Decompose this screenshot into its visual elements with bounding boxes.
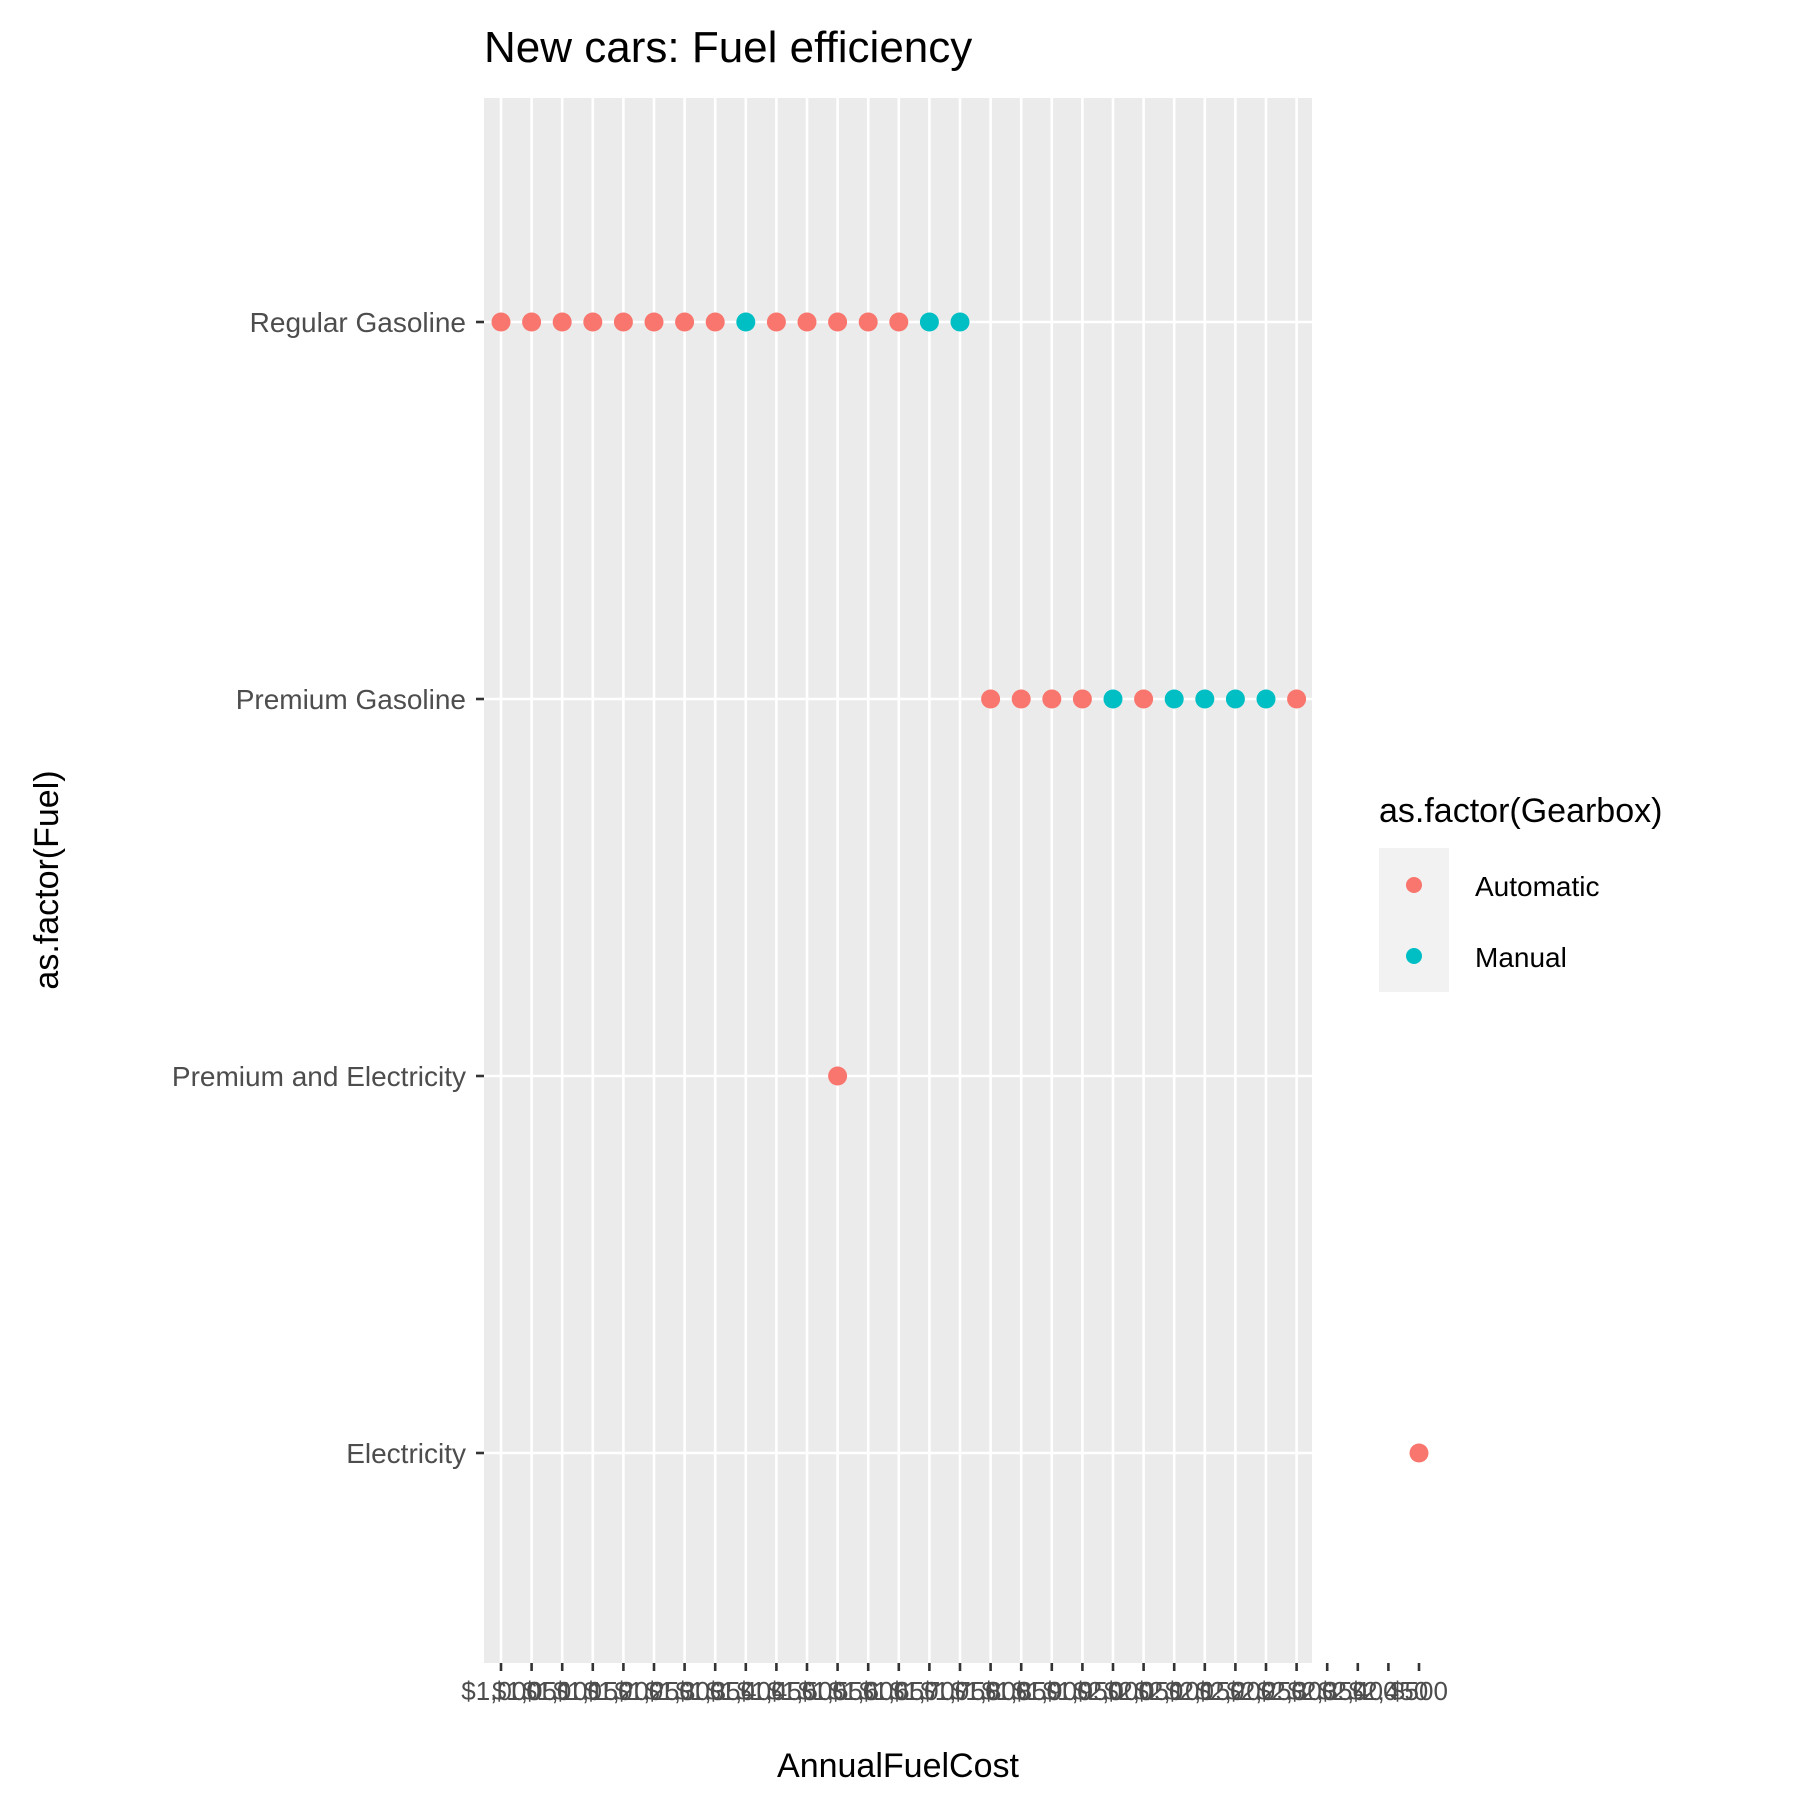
x-tick-label: $2,400 <box>1318 1676 1398 1706</box>
point-automatic <box>491 312 511 332</box>
point-automatic <box>1287 689 1307 709</box>
point-automatic <box>1134 689 1154 709</box>
point-automatic <box>828 1066 848 1086</box>
x-tick-label: $1,650 <box>859 1676 939 1706</box>
point-manual <box>1164 689 1184 709</box>
y-tick-label: Regular Gasoline <box>250 307 466 338</box>
x-tick-label: $2,000 <box>1073 1676 1153 1706</box>
point-automatic <box>889 312 909 332</box>
x-tick-label: $1,050 <box>492 1676 572 1706</box>
x-tick-label: $1,900 <box>1012 1676 1092 1706</box>
legend-key-background <box>1379 848 1449 992</box>
data-points <box>491 312 1429 1463</box>
x-axis-title: AnnualFuelCost <box>777 1747 1019 1785</box>
legend-key-manual <box>1406 948 1422 964</box>
point-automatic <box>766 312 786 332</box>
y-tick-label: Premium Gasoline <box>236 684 466 715</box>
x-tick-label: $1,100 <box>522 1676 602 1706</box>
point-automatic <box>675 312 695 332</box>
x-tick-label: $2,050 <box>1104 1676 1184 1706</box>
point-automatic <box>1409 1443 1429 1463</box>
y-axis-title: as.factor(Fuel) <box>28 770 66 989</box>
x-tick-label: $2,100 <box>1134 1676 1214 1706</box>
x-tick-label: $1,000 <box>461 1676 541 1706</box>
point-automatic <box>1072 689 1092 709</box>
x-tick-label: $2,300 <box>1257 1676 1337 1706</box>
point-manual <box>736 312 756 332</box>
y-tick-label: Premium and Electricity <box>172 1061 466 1092</box>
x-tick-label: $1,950 <box>1043 1676 1123 1706</box>
point-automatic <box>705 312 725 332</box>
legend-label-automatic: Automatic <box>1475 871 1600 902</box>
x-tick-label: $1,500 <box>767 1676 847 1706</box>
x-tick-label: $2,150 <box>1165 1676 1245 1706</box>
point-automatic <box>1042 689 1062 709</box>
grid-lines <box>484 98 1421 1663</box>
point-manual <box>919 312 939 332</box>
y-tick-label: Electricity <box>346 1438 466 1469</box>
point-automatic <box>613 312 633 332</box>
legend-title: as.factor(Gearbox) <box>1379 792 1662 830</box>
x-tick-label: $1,550 <box>798 1676 878 1706</box>
chart-title: New cars: Fuel efficiency <box>484 23 972 72</box>
x-tick-label: $1,150 <box>553 1676 633 1706</box>
x-tick-label: $1,600 <box>828 1676 908 1706</box>
x-tick-label: $500 <box>1390 1676 1448 1706</box>
x-tick-label: $1,400 <box>706 1676 786 1706</box>
x-tick-label: $1,200 <box>584 1676 664 1706</box>
point-manual <box>1225 689 1245 709</box>
x-tick-label: $2,250 <box>1226 1676 1306 1706</box>
x-tick-label: $1,750 <box>920 1676 1000 1706</box>
point-manual <box>1195 689 1215 709</box>
point-manual <box>950 312 970 332</box>
x-tick-label: $1,700 <box>890 1676 970 1706</box>
x-tick-label: $1,300 <box>645 1676 725 1706</box>
legend-key-automatic <box>1406 877 1422 893</box>
point-automatic <box>1011 689 1031 709</box>
legend: as.factor(Gearbox) Automatic Manual <box>1379 792 1662 992</box>
point-automatic <box>552 312 572 332</box>
x-tick-label: $2,450 <box>1349 1676 1429 1706</box>
axes: $1,000$1,050$1,100$1,150$1,200$1,250$1,3… <box>172 307 1448 1706</box>
point-automatic <box>981 689 1001 709</box>
x-tick-label: $1,850 <box>981 1676 1061 1706</box>
x-tick-label: $1,250 <box>614 1676 694 1706</box>
point-automatic <box>583 312 603 332</box>
point-manual <box>1103 689 1123 709</box>
point-automatic <box>858 312 878 332</box>
x-tick-label: $2,200 <box>1196 1676 1276 1706</box>
point-automatic <box>828 312 848 332</box>
point-manual <box>1256 689 1276 709</box>
x-tick-label: $1,450 <box>737 1676 817 1706</box>
x-tick-label: $1,800 <box>951 1676 1031 1706</box>
point-automatic <box>644 312 664 332</box>
point-automatic <box>522 312 542 332</box>
point-automatic <box>797 312 817 332</box>
legend-label-manual: Manual <box>1475 942 1567 973</box>
x-tick-label: $1,350 <box>675 1676 755 1706</box>
x-tick-label: $2,350 <box>1287 1676 1367 1706</box>
